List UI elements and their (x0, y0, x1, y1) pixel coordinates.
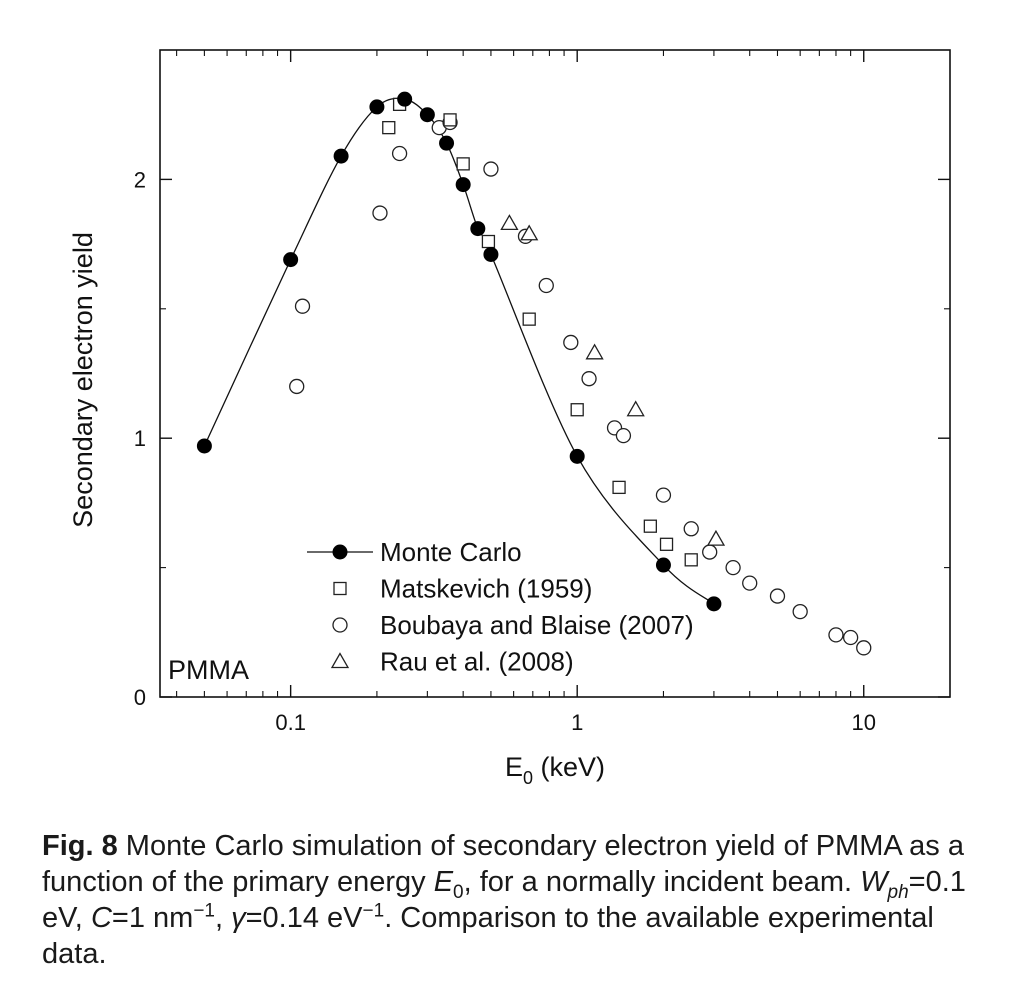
data-point-filled-circle (419, 107, 435, 123)
figure-label: Fig. 8 (42, 830, 118, 862)
x-tick-label: 0.1 (275, 710, 306, 735)
data-point-filled-circle (333, 148, 349, 164)
data-point-filled-circle (655, 557, 671, 573)
data-point-open-circle (289, 378, 305, 395)
marker-layer (196, 91, 872, 656)
caption-e-sub: 0 (453, 881, 464, 903)
y-tick-label: 0 (134, 685, 146, 710)
data-point-open-square (659, 537, 674, 551)
data-point-open-circle (792, 603, 808, 620)
data-point-open-triangle (626, 400, 645, 417)
caption-text-2: , for a normally incident beam. (463, 866, 861, 898)
x-axis-label: E0 (keV) (505, 752, 605, 788)
figure-caption: Fig. 8 Monte Carlo simulation of seconda… (42, 828, 992, 972)
data-point-open-circle (294, 298, 311, 314)
data-point-filled-circle (569, 448, 585, 464)
series-line-layer (203, 97, 715, 605)
caption-w-sub: ph (887, 881, 909, 903)
data-point-open-square (522, 312, 536, 326)
plot-frame (159, 49, 951, 698)
data-point-filled-circle (369, 99, 385, 115)
data-point-filled-circle (397, 91, 413, 107)
data-point-open-circle (615, 427, 632, 444)
data-point-open-square (456, 157, 470, 171)
data-point-open-circle (683, 521, 699, 537)
caption-exp-1: −1 (193, 900, 215, 922)
y-axis-label: Secondary electron yield (68, 232, 98, 528)
data-point-open-circle (655, 487, 672, 503)
y-tick-label: 2 (134, 167, 146, 192)
y-tick-label: 1 (134, 426, 146, 451)
caption-text-6: =0.14 eV (245, 902, 363, 934)
x-axis-label-main: E (505, 752, 523, 782)
caption-text-4: =1 nm (111, 902, 194, 934)
data-point-open-circle (563, 334, 579, 351)
chart: 0.1 1 10 0 1 2 Monte Carlo Matskevich (1959) Bo… (68, 49, 951, 788)
data-point-open-circle (391, 145, 408, 162)
legend: Monte Carlo Matskevich (1959) Boubaya and … (307, 537, 694, 677)
data-point-open-circle (538, 277, 554, 294)
data-point-open-square (481, 234, 496, 249)
data-point-open-circle (725, 559, 741, 576)
data-point-filled-circle (283, 252, 299, 268)
data-point-open-triangle (585, 343, 604, 360)
x-axis-label-unit: (keV) (533, 752, 605, 782)
data-point-open-triangle (706, 529, 726, 546)
series-line-monte-carlo (203, 97, 715, 605)
data-point-open-square (382, 120, 396, 135)
caption-e: E (433, 866, 454, 898)
legend-label: Monte Carlo (380, 537, 522, 567)
legend-label: Matskevich (1959) (380, 574, 592, 604)
legend-label: Boubaya and Blaise (2007) (380, 610, 694, 640)
caption-text-1: Monte Carlo simulation of secondary elec… (42, 830, 964, 898)
x-tick-label: 10 (851, 710, 875, 735)
data-point-filled-circle (483, 246, 499, 262)
data-point-filled-circle (196, 438, 212, 454)
legend-marker (332, 544, 348, 560)
caption-w: W (860, 866, 888, 898)
data-point-filled-circle (455, 177, 471, 193)
data-point-open-square (570, 403, 584, 417)
data-point-open-circle (483, 161, 499, 177)
data-point-open-circle (372, 205, 388, 221)
legend-label: Rau et al. (2008) (380, 647, 574, 677)
data-point-filled-circle (439, 135, 455, 151)
axes-layer: 0.1 1 10 0 1 2 (134, 49, 951, 735)
legend-marker (332, 617, 348, 633)
data-point-open-triangle (520, 224, 539, 241)
caption-text-5: , (214, 902, 232, 934)
caption-exp-2: −1 (362, 900, 385, 922)
caption-c: C (90, 902, 112, 934)
caption-text-7: . Comparison to the available experiment… (42, 902, 934, 970)
data-point-open-circle (702, 544, 718, 560)
data-point-open-circle (769, 588, 786, 604)
data-point-open-circle (828, 627, 844, 643)
caption-gamma: γ (231, 902, 246, 934)
data-point-open-circle (842, 629, 859, 646)
data-point-open-triangle (500, 214, 519, 231)
data-point-open-square (612, 480, 626, 495)
data-point-open-square (643, 519, 657, 533)
data-point-open-square (443, 113, 457, 127)
data-point-filled-circle (706, 596, 722, 612)
pmma-annotation: PMMA (168, 655, 249, 685)
data-point-open-circle (581, 371, 597, 387)
legend-marker (333, 581, 347, 596)
x-axis-label-subscript: 0 (523, 768, 533, 788)
caption-text-3: =0.1 eV, (42, 866, 966, 934)
legend-marker (330, 652, 350, 669)
data-point-open-circle (742, 575, 758, 591)
x-tick-label: 1 (571, 710, 583, 735)
data-point-filled-circle (470, 221, 486, 237)
data-point-open-square (684, 553, 698, 567)
data-point-open-circle (856, 640, 872, 656)
